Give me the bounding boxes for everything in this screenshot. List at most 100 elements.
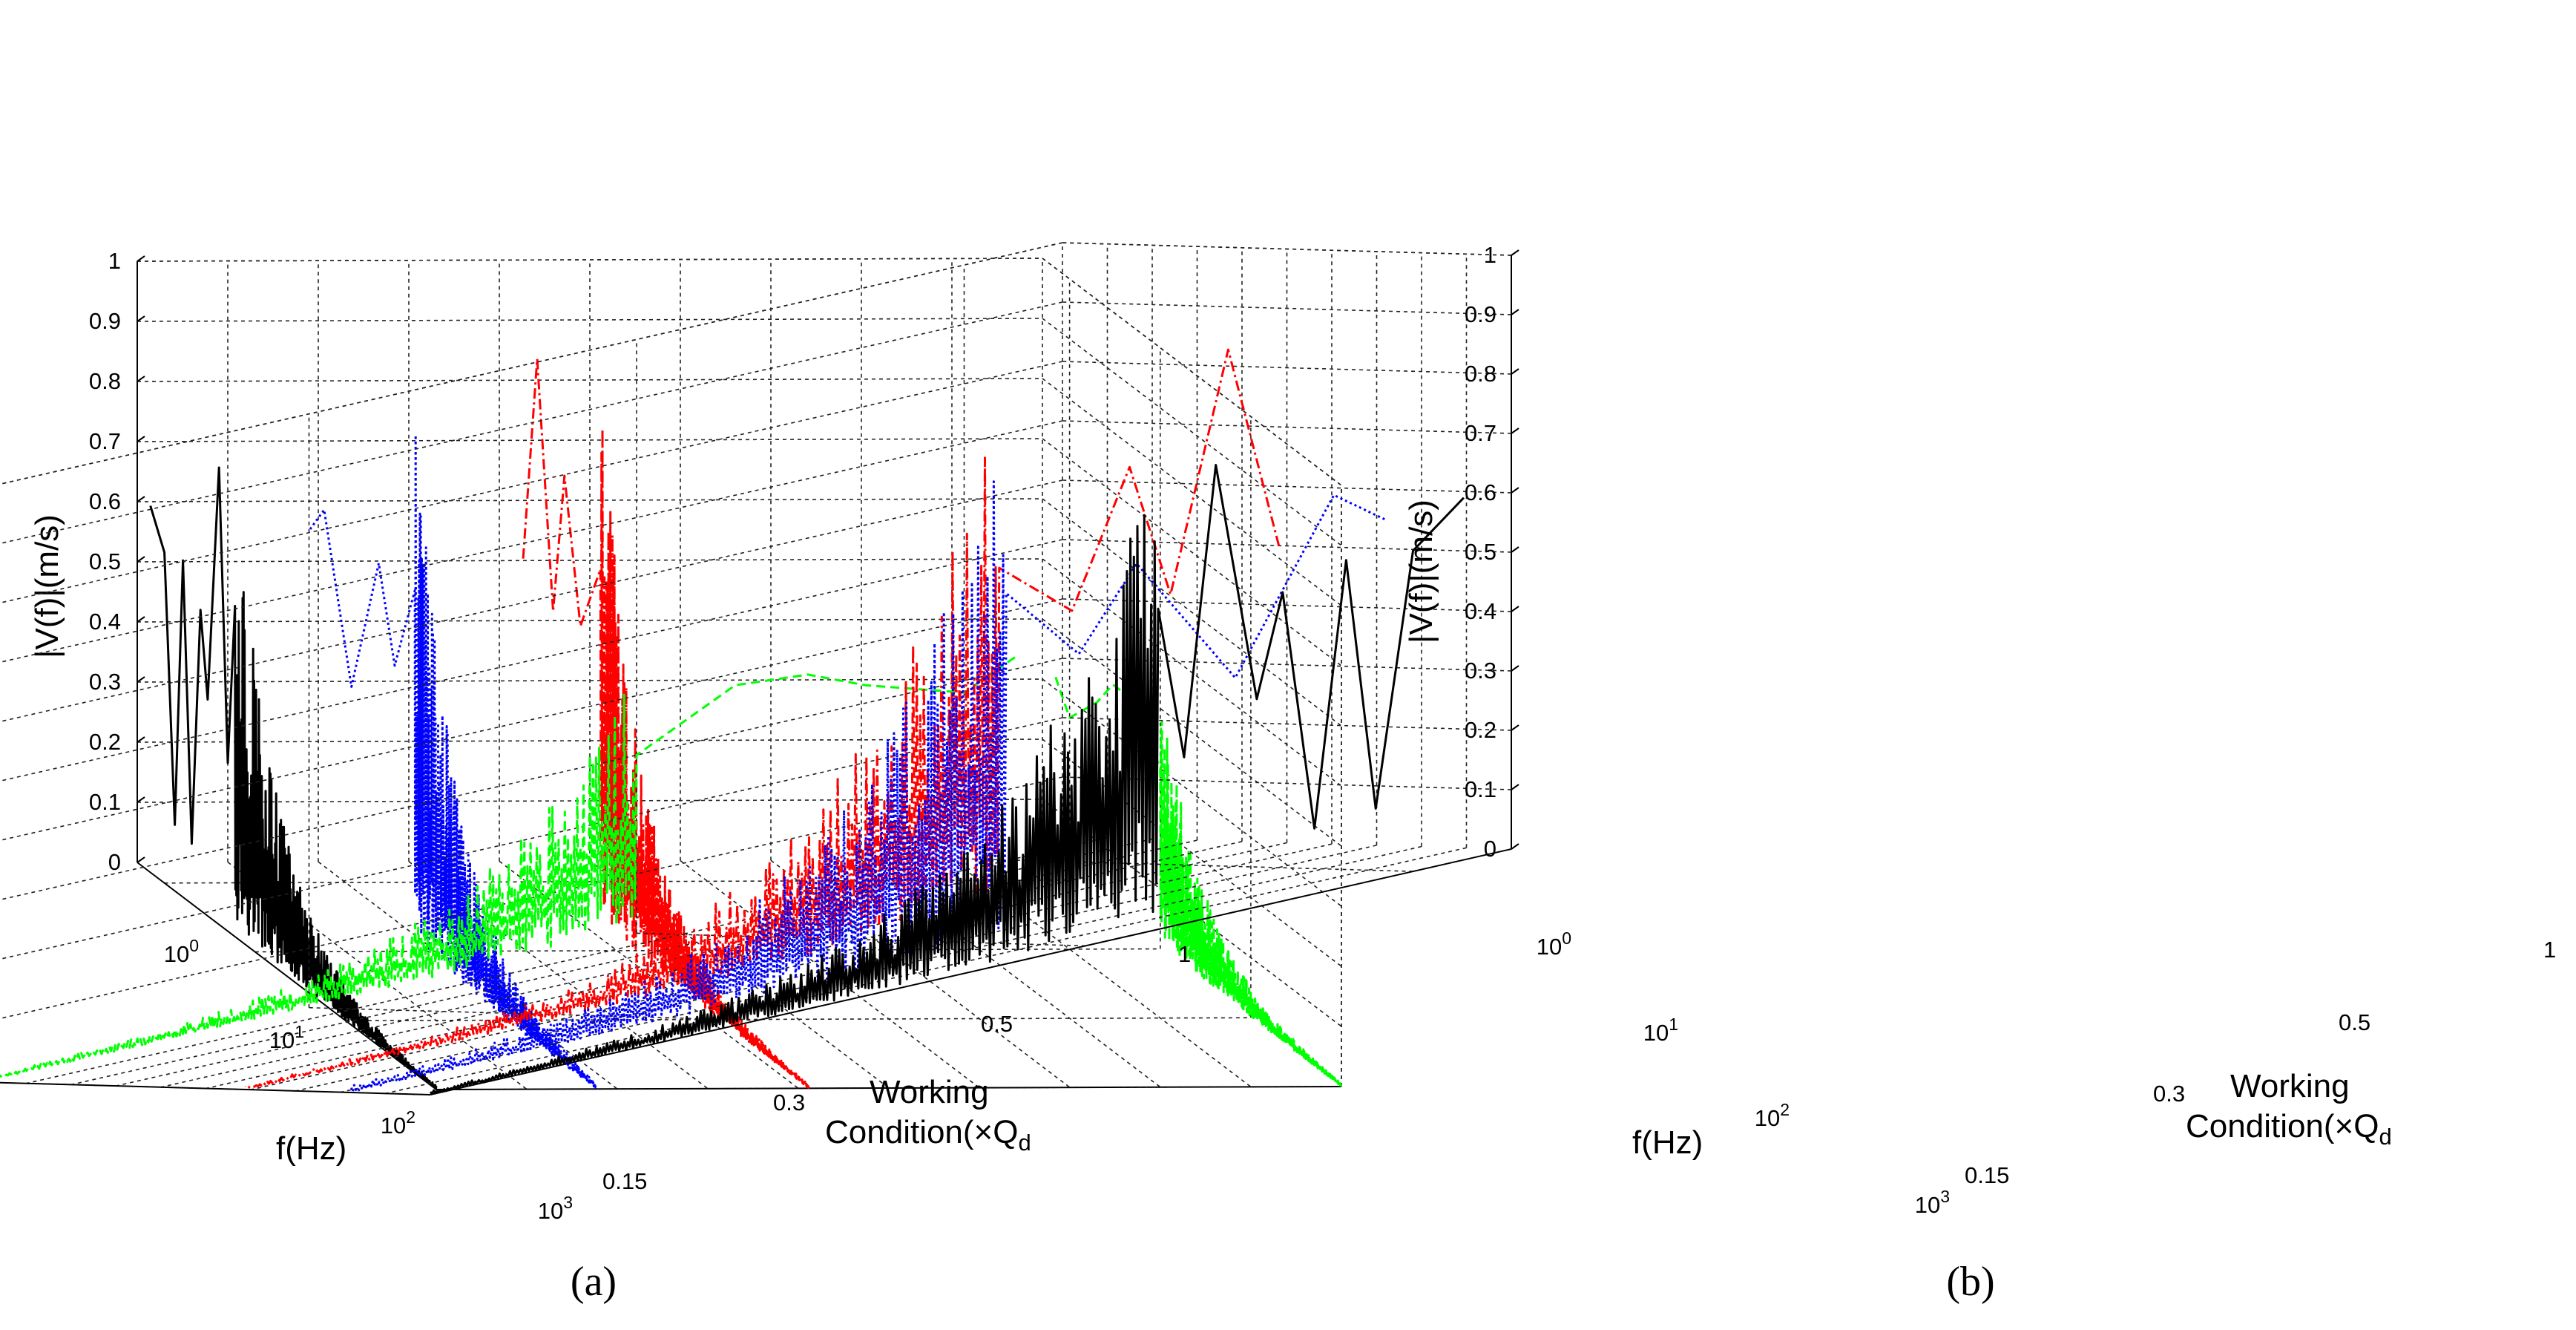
x-axis-line [430,848,1512,1095]
z-tick-mark [1511,606,1519,612]
z-tick-mark [137,436,145,442]
z-tick-mark [1511,487,1519,494]
panel-caption: (b) [1946,1259,1994,1305]
back-edge [1042,258,1342,486]
z-gridline [137,438,1043,442]
x-tick-label: 103 [538,1193,573,1224]
x-tick-label: 101 [1643,1015,1678,1046]
y-tick-labels: 0.15 0.3 0.5 1 [1965,937,2556,1188]
series-line-1 [0,656,1016,1078]
z-tick-mark [1511,784,1519,790]
z-tick-label: 0.5 [1465,539,1496,565]
z-gridline [1042,498,1342,727]
y-axis-line [436,1086,1342,1090]
z-gridline [1042,378,1342,606]
z-tick-label: 0.1 [1465,776,1496,802]
series-line-0.15 [149,466,438,1090]
x-tick-label: 100 [164,936,199,967]
panel-b: 0 0.1 0.2 0.3 0.4 0.5 0.6 0.7 0.8 0.9 1 … [0,242,2556,1305]
z-gridline [137,378,1043,382]
y-tick-label: 0.3 [2153,1081,2185,1107]
z-tick-mark [137,315,145,322]
x-axis-label: f(Hz) [276,1130,346,1167]
x-axis-label: f(Hz) [1632,1124,1703,1161]
z-tick-label: 0.3 [1465,658,1496,684]
z-tick-label: 0.9 [1465,301,1496,327]
z-tick-label: 0.4 [89,609,121,635]
y-axis-label: Condition(×Qd [825,1114,1031,1156]
z-tick-mark [137,856,145,863]
y-axis-label: Working [2230,1068,2350,1104]
z-tick-mark [1511,428,1519,434]
y-axis-label: Condition(×Qd [2186,1108,2392,1150]
panel-caption: (a) [571,1259,617,1305]
z-tick-labels: 0 0.1 0.2 0.3 0.4 0.5 0.6 0.7 0.8 0.9 1 [89,248,121,875]
z-gridline [1042,438,1342,666]
z-tick-mark [1511,665,1519,672]
z-tick-mark [137,376,145,382]
x-tick-labels: 100 101 102 103 [1537,928,1950,1218]
z-axis-label: |V(f)|(m/s) [29,514,65,658]
z-gridline [1042,618,1342,847]
y-tick-label: 1 [2543,937,2556,963]
z-tick-mark [137,556,145,563]
grid-lines [0,242,1512,1095]
z-tick-mark [137,736,145,743]
z-tick-label: 0.8 [89,368,121,394]
z-tick-mark [1511,724,1519,731]
y-tick-labels: 0.15 0.3 0.5 1 [602,941,1191,1194]
y-tick-label: 1 [1178,941,1191,967]
z-tick-mark [1511,309,1519,315]
y-tick-label: 0.15 [1965,1162,2009,1188]
z-gridline [0,301,1063,545]
axis-lines [0,249,1519,1095]
z-tick-label: 0.5 [89,548,121,574]
y-tick-label: 0.5 [2339,1009,2370,1035]
z-tick-label: 1 [108,248,121,274]
z-tick-label: 0.9 [89,308,121,334]
series-line-0.3 [309,433,597,1089]
z-gridline [137,498,1043,502]
x-tick-label: 100 [1537,928,1571,960]
x-tick-label: 102 [1755,1100,1790,1131]
z-tick-label: 0.3 [89,669,121,695]
z-tick-mark [1511,546,1519,553]
back-edge [137,258,1043,262]
z-tick-label: 0.8 [1465,361,1496,387]
y-axis-line [0,1081,431,1095]
z-tick-label: 0.2 [1465,717,1496,743]
series-line-0.15 [429,464,1465,1095]
z-tick-label: 0 [108,849,121,875]
x-tick-label: 103 [1915,1187,1950,1218]
z-gridline [1042,318,1342,546]
z-tick-label: 1 [1484,242,1496,268]
z-tick-mark [137,255,145,262]
z-tick-mark [137,676,145,683]
z-tick-labels: 0 0.1 0.2 0.3 0.4 0.5 0.6 0.7 0.8 0.9 1 [1465,242,1496,862]
y-axis-label: Working [870,1074,989,1110]
z-gridline [137,318,1043,322]
z-gridline [0,361,1063,604]
y-gridline [499,860,799,1090]
z-gridline [0,479,1063,723]
z-tick-label: 0.6 [89,488,121,514]
z-tick-mark [1511,843,1519,850]
series-line-0.3 [349,480,1385,1093]
x-tick-label: 101 [269,1022,304,1053]
z-tick-mark [1511,368,1519,375]
y-tick-label: 0.3 [773,1090,805,1116]
z-tick-mark [137,496,145,502]
z-tick-label: 0 [1484,836,1496,862]
y-tick-label: 0.15 [602,1168,647,1194]
z-tick-mark [1511,249,1519,256]
series-group [0,348,1465,1095]
z-tick-mark [137,796,145,803]
series-line-0.5 [522,358,810,1089]
back-edge [1062,242,1512,256]
y-tick-label: 0.5 [981,1011,1013,1037]
z-tick-label: 0.7 [1465,420,1496,446]
z-axis-label: |V(f)|(m/s) [1403,499,1439,643]
z-tick-label: 0.6 [1465,479,1496,505]
series-line-1 [1054,676,1343,1087]
